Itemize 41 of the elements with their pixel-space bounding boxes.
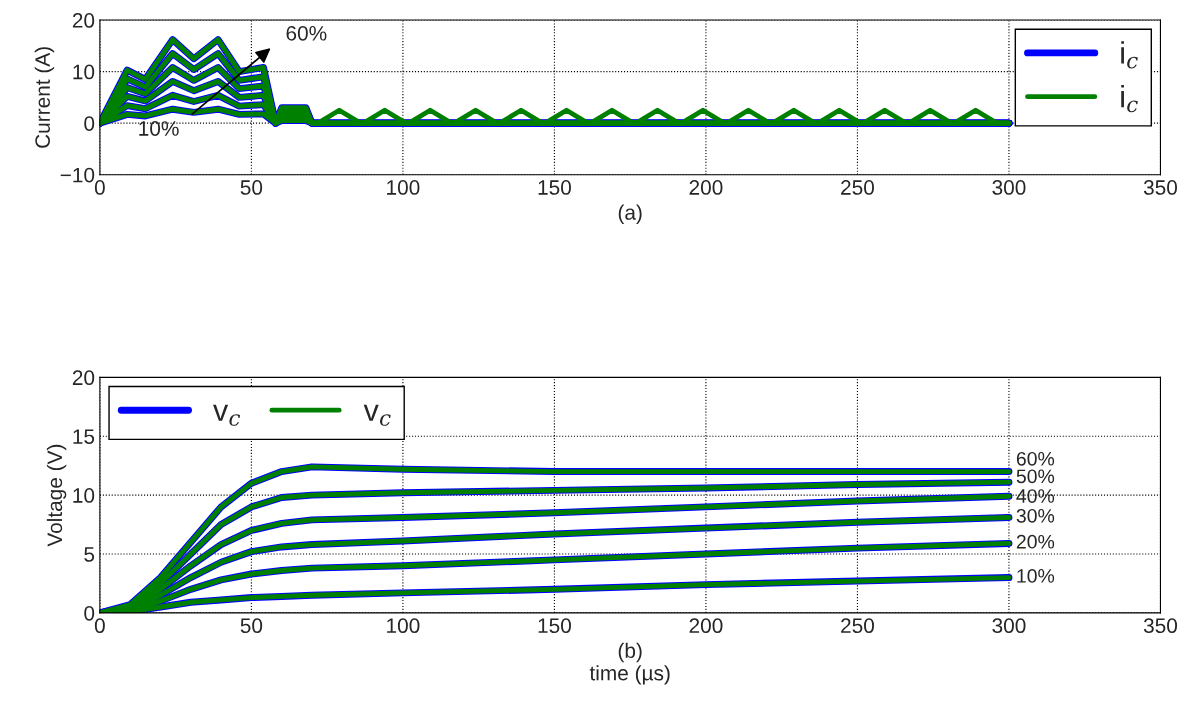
y-axis-title: Voltage (V) [46,444,67,547]
annotation: 50% [1016,469,1055,484]
x-axis-title: (a) [618,204,642,224]
y-axis-title: Current (A) [34,47,55,148]
x-tick-label: 150 [538,180,571,195]
x-tick-label: 350 [1143,618,1178,634]
y-tick-label: −10 [60,167,95,183]
x-tick-label: 200 [689,180,723,195]
annotation: 60% [286,25,327,41]
legend-label: i$_{c}$ [1121,85,1138,113]
x-tick-label: 100 [387,180,420,195]
y-tick-label: 20 [72,13,95,28]
y-tick-label: 0 [84,116,95,131]
x-tick-label: 50 [240,180,263,195]
x-tick-label: 350 [1143,180,1178,195]
y-tick-label: 0 [84,605,95,621]
x-axis-title: (b) time (µs) [589,642,670,685]
y-tick-label: 15 [73,429,95,444]
y-tick-label: 20 [72,370,95,386]
annotation: 60% [1016,451,1055,466]
x-tick-label: 200 [689,618,723,634]
annotation: 10% [139,121,179,136]
legend-label: i$_{c}$ [1121,41,1138,69]
y-tick-label: 10 [73,64,95,80]
x-tick-label: 250 [841,180,875,195]
x-tick-label: 300 [992,618,1026,634]
annotation: 40% [1016,489,1055,503]
annotation: 10% [1017,569,1055,583]
annotation: 30% [1016,508,1055,523]
x-tick-label: 0 [94,180,105,195]
legend-label: v$_{c}$ [363,404,391,426]
legend-label: v$_{c}$ [213,404,241,426]
x-tick-label: 50 [240,618,263,634]
x-tick-label: 100 [387,618,420,634]
annotation: 20% [1016,534,1055,549]
y-tick-label: 5 [84,547,95,562]
x-tick-label: 300 [992,180,1026,195]
x-tick-label: 150 [538,618,571,634]
y-tick-label: 10 [73,488,95,503]
x-tick-label: 250 [841,618,875,634]
x-tick-label: 0 [94,618,105,634]
